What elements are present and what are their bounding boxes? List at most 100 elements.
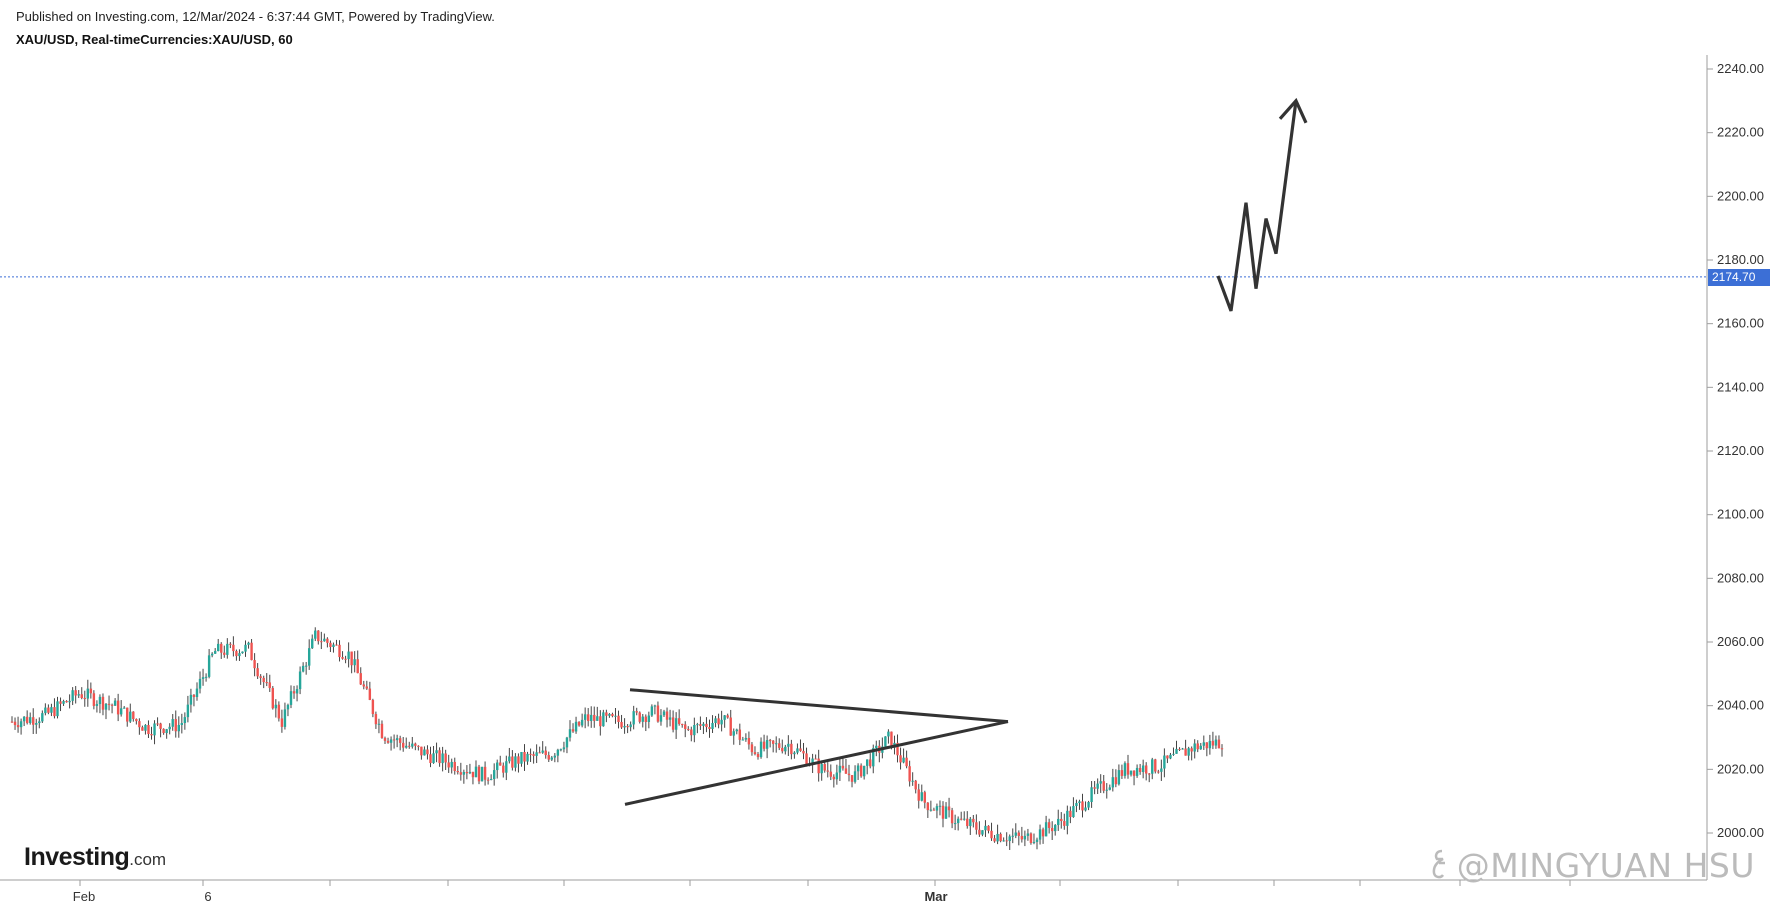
- y-tick-label: 2140.00: [1717, 379, 1764, 394]
- candle-body: [1151, 759, 1154, 774]
- candle-body: [872, 748, 875, 767]
- candle-body: [110, 704, 114, 706]
- candle-body: [869, 759, 872, 767]
- candle-body: [1050, 827, 1054, 832]
- candle-body: [386, 740, 390, 743]
- candle-body: [374, 714, 378, 725]
- candle-body: [129, 711, 132, 722]
- candle-body: [462, 771, 466, 775]
- candle-body: [747, 737, 751, 745]
- candle-body: [432, 753, 435, 764]
- candle-body: [650, 706, 654, 716]
- candle-body: [1060, 818, 1063, 822]
- candle-body: [671, 717, 675, 730]
- candle-body: [944, 806, 948, 819]
- candle-body: [483, 766, 487, 780]
- candle-body: [687, 728, 690, 730]
- candle-body: [180, 723, 184, 725]
- candle-body: [1090, 787, 1093, 803]
- candle-body: [1114, 777, 1118, 785]
- candle-body: [738, 729, 742, 740]
- candle-body: [568, 729, 572, 738]
- candle-body: [844, 768, 848, 774]
- candle-body: [553, 755, 557, 758]
- candle-body: [981, 830, 984, 835]
- candle-body: [147, 724, 150, 735]
- candle-body: [471, 771, 475, 778]
- candle-body: [914, 780, 917, 790]
- candle-body: [850, 775, 854, 782]
- candle-body: [765, 740, 769, 749]
- candle-body: [447, 762, 450, 768]
- candle-body: [1017, 832, 1021, 836]
- candle-body: [435, 750, 438, 754]
- candle-body: [1096, 783, 1099, 789]
- candle-body: [189, 694, 193, 705]
- candle-body: [638, 712, 641, 722]
- candle-body: [210, 653, 214, 656]
- candle-body: [732, 731, 735, 736]
- x-tick-label: Mar: [924, 889, 947, 904]
- candle-body: [608, 713, 611, 716]
- y-tick-label: 2160.00: [1717, 316, 1764, 331]
- candle-body: [405, 745, 408, 748]
- candle-body: [56, 701, 59, 717]
- candle-body: [523, 751, 526, 762]
- candle-body: [662, 711, 666, 716]
- candle-body: [741, 739, 745, 741]
- candle-body: [617, 715, 620, 722]
- candle-body: [1175, 748, 1178, 754]
- candle-body: [1044, 822, 1048, 837]
- candle-body: [1029, 833, 1033, 843]
- candle-body: [247, 642, 250, 645]
- candle-body: [571, 729, 575, 732]
- candle-body: [875, 745, 878, 749]
- candle-body: [238, 653, 241, 657]
- candle-body: [359, 673, 362, 685]
- candle-body: [50, 707, 53, 713]
- candle-body: [668, 717, 672, 720]
- candle-body: [847, 773, 851, 776]
- candle-body: [529, 753, 532, 755]
- y-tick-label: 2220.00: [1717, 125, 1764, 140]
- candle-body: [762, 741, 766, 749]
- y-tick-label: 2240.00: [1717, 61, 1764, 76]
- y-tick-label: 2200.00: [1717, 188, 1764, 203]
- candle-body: [392, 739, 396, 741]
- candle-body: [368, 688, 372, 700]
- watermark: @MINGYUAN HSU: [1429, 846, 1755, 885]
- x-tick-label: Feb: [73, 889, 95, 904]
- candle-body: [1081, 801, 1084, 811]
- candle-body: [141, 727, 144, 731]
- candle-body: [1148, 773, 1151, 775]
- candle-body: [753, 752, 757, 754]
- candle-body: [177, 724, 180, 732]
- candle-body: [632, 711, 635, 725]
- candle-body: [1002, 840, 1005, 842]
- candle-body: [132, 711, 135, 720]
- candle-body: [28, 717, 32, 723]
- candle-body: [714, 718, 717, 723]
- candle-body: [1138, 767, 1142, 773]
- candle-body: [990, 830, 993, 839]
- candle-body: [1069, 810, 1072, 818]
- candle-body: [1102, 781, 1105, 791]
- candle-body: [972, 818, 975, 823]
- candle-body: [796, 748, 799, 753]
- candle-body: [450, 761, 453, 768]
- candle-body: [298, 671, 302, 690]
- candle-body: [408, 745, 411, 747]
- candle-body: [383, 737, 387, 741]
- candle-body: [1214, 739, 1218, 746]
- candle-body: [353, 659, 356, 666]
- candle-body: [13, 721, 17, 726]
- candle-body: [95, 704, 99, 706]
- candle-body: [441, 753, 444, 764]
- candle-body: [899, 755, 902, 763]
- candle-body: [474, 766, 478, 778]
- candle-body: [966, 818, 969, 827]
- candle-body: [905, 757, 908, 767]
- drawings-layer: [624, 97, 1308, 806]
- candle-body: [517, 756, 520, 764]
